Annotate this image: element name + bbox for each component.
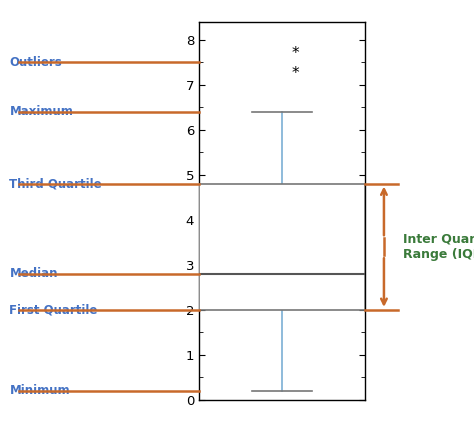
Text: Maximum: Maximum — [9, 105, 73, 118]
Text: Minimum: Minimum — [9, 384, 70, 397]
Text: Median: Median — [9, 267, 58, 280]
Text: Third Quartile: Third Quartile — [9, 177, 102, 190]
Text: Outliers: Outliers — [9, 55, 62, 68]
Text: *: * — [292, 46, 299, 61]
Text: First Quartile: First Quartile — [9, 303, 98, 316]
Text: Inter Quartile
Range (IQR): Inter Quartile Range (IQR) — [403, 233, 474, 261]
Bar — [199, 184, 365, 310]
Text: *: * — [292, 66, 299, 81]
